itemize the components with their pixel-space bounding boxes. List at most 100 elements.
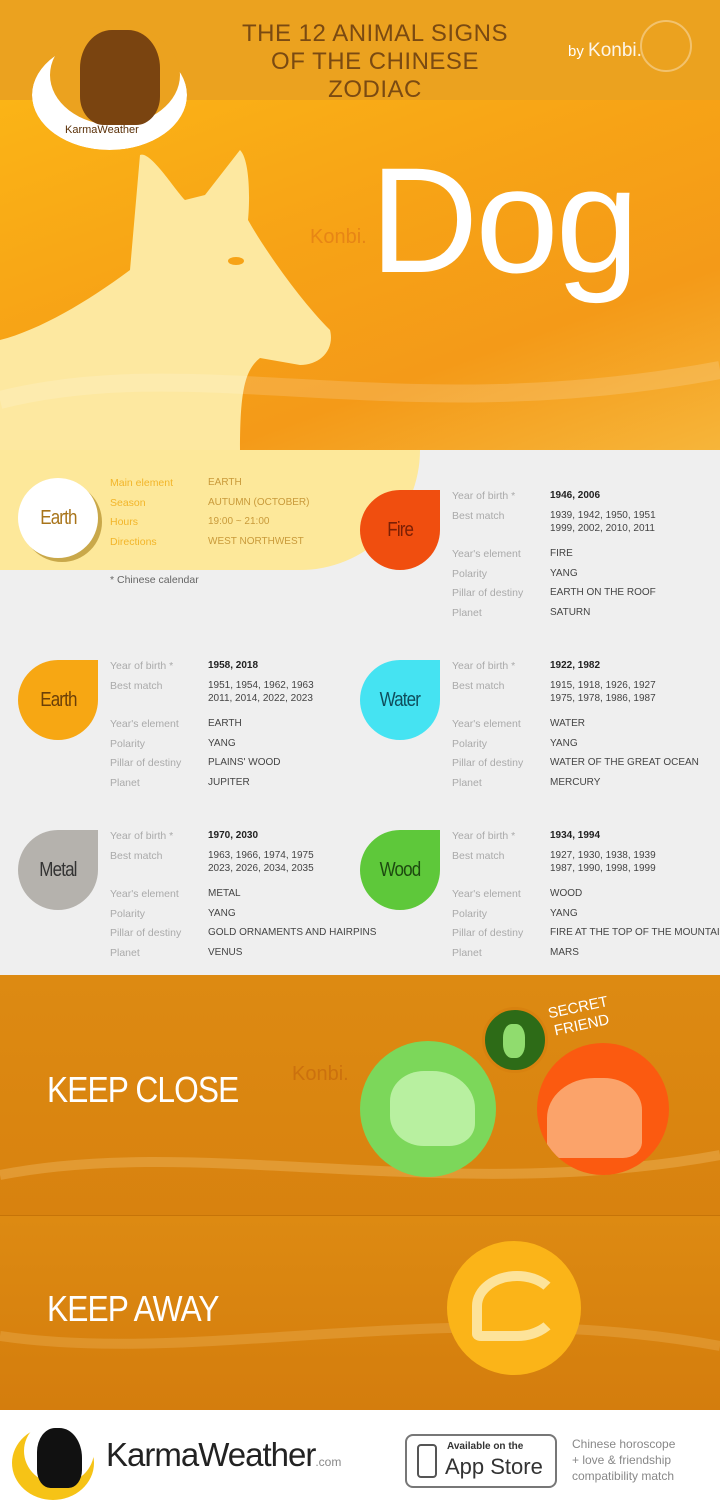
logo-text: KarmaWeather xyxy=(65,124,139,136)
field-value-pillar: WATER OF THE GREAT OCEAN xyxy=(550,757,699,768)
karmaweather-dragon-logo[interactable] xyxy=(12,1418,100,1500)
karmaweather-link[interactable]: KarmaWeather.com xyxy=(106,1436,342,1473)
water-element-badge: Water xyxy=(360,660,440,740)
field-value-planet: MERCURY xyxy=(550,776,601,788)
keep-away-section: KEEP AWAY xyxy=(0,1215,720,1410)
field-value-element: FIRE xyxy=(550,548,573,559)
footer xyxy=(0,1410,720,1511)
field-value-match2: 1999, 2002, 2010, 2011 xyxy=(550,523,655,534)
field-value-match2: 2011, 2014, 2022, 2023 xyxy=(208,693,313,704)
wave-decoration xyxy=(0,1322,720,1351)
field-value-polarity: YANG xyxy=(208,737,236,749)
field-value-polarity: YANG xyxy=(550,737,578,749)
horse-icon xyxy=(537,1043,669,1175)
field-label: Year of birth * xyxy=(110,660,174,672)
title-line-1: THE 12 ANIMAL SIGNS xyxy=(241,20,509,47)
appstore-small-text: Available on the xyxy=(447,1441,524,1452)
field-value-match1: 1915, 1918, 1926, 1927 xyxy=(550,679,656,691)
konbi-credit: by Konbi. xyxy=(568,40,642,62)
field-value-match1: 1939, 1942, 1950, 1951 xyxy=(550,509,656,521)
field-label: Year of birth * xyxy=(452,660,516,672)
field-label: Year's element xyxy=(452,718,521,730)
field-value-planet: MARS xyxy=(550,946,579,958)
field-label: Best match xyxy=(452,509,505,522)
earth-element-badge: Earth xyxy=(18,660,98,740)
field-label: Planet xyxy=(110,946,140,959)
watermark: Konbi. xyxy=(310,226,367,248)
konbi-logo: Konbi. xyxy=(588,40,642,61)
dog-silhouette-icon xyxy=(0,150,720,450)
keep-away-title: KEEP AWAY xyxy=(47,1288,220,1329)
main-element-value: WEST NORTHWEST xyxy=(208,535,304,547)
metal-element-badge: Metal xyxy=(18,830,98,910)
wood-element-badge: Wood xyxy=(360,830,440,910)
field-value-match1: 1951, 1954, 1962, 1963 xyxy=(208,679,314,691)
field-label: Year's element xyxy=(110,718,179,730)
main-element-label: Hours xyxy=(110,516,139,528)
iphone-icon xyxy=(417,1444,437,1478)
field-value-element: METAL xyxy=(208,888,241,899)
field-label: Year's element xyxy=(452,548,521,560)
field-value-match2: 1987, 1990, 1998, 1999 xyxy=(550,863,656,874)
app-store-button[interactable]: Available on the App Store xyxy=(405,1434,557,1488)
field-value-pillar: PLAINS' WOOD xyxy=(208,757,281,768)
field-label: Polarity xyxy=(110,737,146,750)
field-value-polarity: YANG xyxy=(550,907,578,919)
main-element-value: EARTH xyxy=(208,477,242,488)
field-label: Planet xyxy=(110,776,140,789)
keep-close-section: KEEP CLOSE Konbi. SECRET FRIEND xyxy=(0,975,720,1215)
field-value-pillar: GOLD ORNAMENTS AND HAIRPINS xyxy=(208,927,377,938)
field-label: Year of birth * xyxy=(452,830,516,842)
field-value-years: 1922, 1982 xyxy=(550,660,601,671)
field-label: Planet xyxy=(452,776,482,789)
tagline: Chinese horoscope + love & friendship comp… xyxy=(572,1437,676,1483)
field-value-match1: 1927, 1930, 1938, 1939 xyxy=(550,849,656,861)
field-label: Year of birth * xyxy=(110,830,174,842)
field-label: Year's element xyxy=(452,888,521,900)
main-element-value: 19:00 ~ 21:00 xyxy=(208,516,270,527)
tiger-icon xyxy=(360,1041,496,1177)
field-label: Best match xyxy=(110,849,163,862)
field-value-polarity: YANG xyxy=(208,907,236,919)
field-label: Planet xyxy=(452,606,482,619)
appstore-big-text: App Store xyxy=(445,1454,543,1479)
field-value-years: 1970, 2030 xyxy=(208,830,259,841)
field-label: Pillar of destiny xyxy=(452,587,524,599)
field-value-match2: 1975, 1978, 1986, 1987 xyxy=(550,693,656,704)
field-value-years: 1946, 2006 xyxy=(550,490,601,501)
field-value-match2: 2023, 2026, 2034, 2035 xyxy=(208,863,314,874)
main-element-label: Season xyxy=(110,496,146,509)
hero-section: Dog Konbi. xyxy=(0,100,720,450)
main-element-label: Directions xyxy=(110,535,157,548)
main-element-value: AUTUMN (OCTOBER) xyxy=(208,496,310,508)
field-label: Pillar of destiny xyxy=(110,927,182,939)
field-value-element: EARTH xyxy=(208,718,242,729)
field-label: Best match xyxy=(110,679,163,692)
main-element-label: Main element xyxy=(110,477,174,489)
field-value-element: WOOD xyxy=(550,888,583,899)
field-label: Polarity xyxy=(110,907,146,920)
field-value-pillar: FIRE AT THE TOP OF THE MOUNTAIN xyxy=(550,927,720,938)
field-label: Pillar of destiny xyxy=(110,757,182,769)
field-label: Year of birth * xyxy=(452,490,516,502)
field-label: Best match xyxy=(452,679,505,692)
rabbit-icon xyxy=(482,1007,548,1073)
field-value-polarity: YANG xyxy=(550,567,578,579)
field-label: Polarity xyxy=(452,907,488,920)
keep-close-title: KEEP CLOSE xyxy=(47,1069,239,1110)
fire-element-badge: Fire xyxy=(360,490,440,570)
field-label: Best match xyxy=(452,849,505,862)
field-value-element: WATER xyxy=(550,718,585,729)
field-value-pillar: EARTH ON THE ROOF xyxy=(550,587,656,598)
field-value-planet: SATURN xyxy=(550,606,591,618)
field-value-years: 1958, 2018 xyxy=(208,660,259,671)
title-line-2: OF THE CHINESE ZODIAC xyxy=(271,48,479,103)
field-label: Polarity xyxy=(452,737,488,750)
yin-yang-icon xyxy=(640,20,692,72)
animal-name: Dog xyxy=(370,136,639,304)
field-label: Polarity xyxy=(452,567,488,580)
karmaweather-logo: KarmaWeather xyxy=(30,20,190,150)
field-value-match1: 1963, 1966, 1974, 1975 xyxy=(208,849,314,861)
field-value-planet: JUPITER xyxy=(208,776,250,788)
calendar-footnote: * Chinese calendar xyxy=(110,574,199,586)
